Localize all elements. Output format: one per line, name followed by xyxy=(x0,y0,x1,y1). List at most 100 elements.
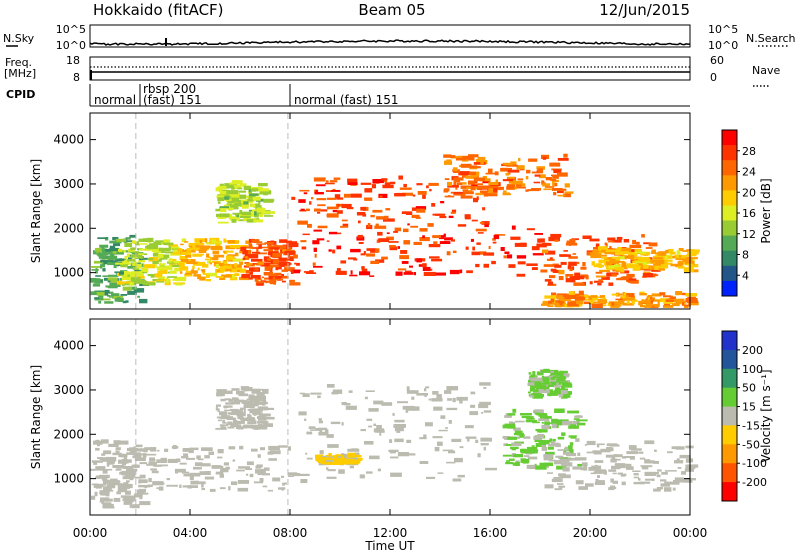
data-cell xyxy=(681,255,687,259)
data-cell xyxy=(431,258,443,262)
data-cell xyxy=(198,481,206,485)
data-cell xyxy=(186,261,198,264)
data-cell xyxy=(259,212,263,217)
data-cell xyxy=(390,472,402,477)
data-cell xyxy=(96,483,104,488)
data-cell xyxy=(227,254,238,257)
data-cell xyxy=(316,238,325,241)
data-cell xyxy=(324,429,329,433)
data-cell xyxy=(248,397,260,400)
sky-left-tick-bottom: 10^0 xyxy=(56,39,86,52)
data-cell xyxy=(506,176,517,181)
data-cell xyxy=(644,440,655,445)
data-cell xyxy=(290,269,294,274)
data-cell xyxy=(558,381,568,384)
data-cell xyxy=(262,485,268,488)
data-cell xyxy=(559,302,563,306)
data-cell xyxy=(102,469,108,474)
data-cell xyxy=(511,442,522,446)
data-cell xyxy=(551,188,563,191)
data-cell xyxy=(510,236,521,240)
data-cell xyxy=(477,185,489,190)
data-cell xyxy=(645,478,654,481)
data-cell xyxy=(482,207,486,211)
data-cell xyxy=(523,455,530,458)
data-cell xyxy=(251,409,263,412)
data-cell xyxy=(163,256,168,260)
data-cell xyxy=(115,468,122,471)
data-cell xyxy=(613,251,622,254)
data-cell xyxy=(236,412,246,417)
data-cell xyxy=(529,394,534,398)
data-cell xyxy=(626,300,630,304)
data-cell xyxy=(507,169,520,173)
data-cell xyxy=(627,264,639,269)
data-cell xyxy=(659,292,666,296)
data-cell xyxy=(263,199,274,203)
data-cell xyxy=(215,406,218,411)
data-cell xyxy=(298,199,306,203)
data-cell xyxy=(366,471,373,474)
sky-noise-trace xyxy=(89,38,690,46)
data-cell xyxy=(525,176,529,180)
data-cell xyxy=(229,413,241,416)
data-cell xyxy=(154,482,165,485)
data-cell xyxy=(429,256,440,259)
data-cell xyxy=(446,461,456,464)
data-cell xyxy=(389,439,393,443)
data-cell xyxy=(386,232,390,234)
data-cell xyxy=(107,274,119,277)
data-cell xyxy=(565,242,578,246)
data-cell xyxy=(257,420,269,424)
data-cell xyxy=(336,245,342,250)
data-cell xyxy=(230,408,239,411)
data-cell xyxy=(641,465,649,470)
beam-title: Beam 05 xyxy=(358,1,425,19)
data-cell xyxy=(559,474,564,479)
colorbar-swatch xyxy=(722,463,737,483)
data-cell xyxy=(521,415,531,419)
data-cell xyxy=(551,292,556,296)
data-cell xyxy=(507,424,516,428)
data-cell xyxy=(349,454,359,458)
data-cell xyxy=(548,281,554,286)
data-cell xyxy=(448,195,451,197)
data-cell xyxy=(241,211,252,216)
data-cell xyxy=(259,478,264,482)
data-cell xyxy=(91,266,102,268)
data-cell xyxy=(558,395,564,398)
data-cell xyxy=(369,275,375,277)
data-cell xyxy=(626,273,635,278)
data-cell xyxy=(489,191,493,196)
data-cell xyxy=(237,187,243,190)
data-cell xyxy=(586,451,597,454)
data-cell xyxy=(514,242,527,247)
freq-label-2: [MHz] xyxy=(4,67,36,80)
data-cell xyxy=(100,497,110,502)
data-cell xyxy=(394,419,405,423)
data-cell xyxy=(479,221,485,224)
data-cell xyxy=(663,262,673,265)
data-cell xyxy=(121,440,128,444)
data-cell xyxy=(336,197,344,200)
data-cell xyxy=(656,474,661,478)
data-cell xyxy=(549,257,553,260)
data-cell xyxy=(553,182,558,187)
data-cell xyxy=(668,481,680,485)
data-cell xyxy=(687,301,699,306)
data-cell xyxy=(251,209,263,213)
data-cell xyxy=(444,178,450,180)
data-cell xyxy=(651,293,662,297)
data-cell xyxy=(676,458,680,461)
data-cell xyxy=(291,196,296,200)
data-cell xyxy=(188,259,191,262)
data-cell xyxy=(286,259,289,262)
data-cell xyxy=(548,426,552,429)
data-cell xyxy=(169,246,180,250)
data-cell xyxy=(599,269,611,273)
data-cell xyxy=(143,264,155,269)
data-cell xyxy=(554,408,565,413)
data-cell xyxy=(546,258,555,261)
data-cell xyxy=(256,402,259,407)
